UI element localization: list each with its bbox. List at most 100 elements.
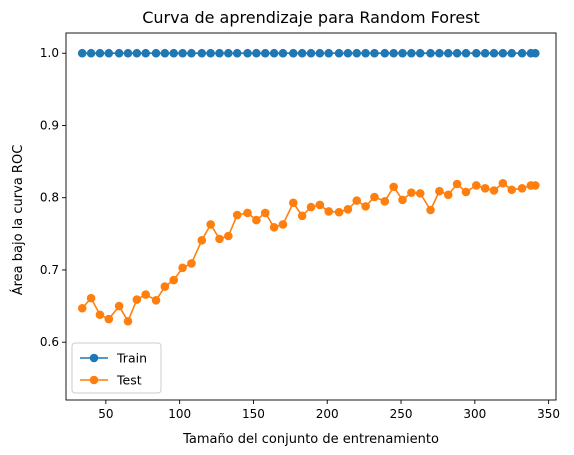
data-point-train bbox=[352, 48, 362, 58]
data-point-train bbox=[507, 48, 517, 58]
data-point-test bbox=[498, 178, 508, 188]
data-point-train bbox=[160, 48, 170, 58]
legend-label-train: Train bbox=[116, 351, 147, 366]
data-point-train bbox=[472, 48, 481, 58]
data-point-train bbox=[370, 48, 379, 58]
data-point-train bbox=[315, 48, 325, 58]
data-point-test bbox=[435, 186, 444, 196]
data-point-train bbox=[435, 48, 444, 58]
data-point-test bbox=[443, 190, 453, 200]
data-point-train bbox=[141, 48, 150, 58]
x-tick-label: 300 bbox=[463, 407, 486, 421]
legend-marker-test bbox=[89, 375, 99, 385]
data-point-test bbox=[517, 184, 527, 193]
data-point-train bbox=[415, 48, 425, 58]
y-tick-label: 0.8 bbox=[40, 191, 59, 205]
data-point-test bbox=[243, 208, 252, 218]
data-point-train bbox=[407, 48, 416, 58]
data-point-train bbox=[252, 48, 261, 58]
data-point-train bbox=[86, 48, 96, 58]
data-point-train bbox=[197, 48, 207, 58]
data-point-train bbox=[489, 48, 499, 58]
data-point-test bbox=[260, 208, 270, 218]
x-tick-label: 350 bbox=[537, 407, 560, 421]
data-point-train bbox=[215, 48, 224, 58]
data-point-test bbox=[370, 192, 379, 202]
chart-title: Curva de aprendizaje para Random Forest bbox=[142, 8, 480, 27]
data-point-test bbox=[472, 181, 481, 190]
data-point-train bbox=[398, 48, 407, 58]
data-point-test bbox=[426, 205, 435, 215]
plot-frame bbox=[65, 32, 557, 401]
data-point-train bbox=[132, 48, 142, 58]
data-point-train bbox=[334, 48, 344, 58]
data-point-test bbox=[415, 189, 425, 198]
data-point-test bbox=[352, 196, 362, 205]
data-point-train bbox=[498, 48, 508, 58]
y-tick-label: 0.6 bbox=[40, 335, 59, 349]
data-point-test bbox=[343, 204, 353, 214]
data-point-test bbox=[141, 290, 150, 299]
data-point-test bbox=[95, 310, 105, 320]
x-tick-label: 150 bbox=[242, 407, 265, 421]
data-point-train bbox=[306, 48, 316, 58]
data-point-train bbox=[517, 48, 527, 58]
data-point-train bbox=[77, 48, 87, 58]
data-point-test bbox=[315, 200, 325, 210]
y-tick-label: 0.7 bbox=[40, 263, 59, 277]
legend-marker-train bbox=[89, 353, 99, 363]
x-tick-label: 200 bbox=[316, 407, 339, 421]
y-tick-label: 1.0 bbox=[40, 46, 59, 60]
data-point-train bbox=[426, 48, 435, 58]
data-point-test bbox=[480, 184, 490, 193]
data-point-test bbox=[104, 314, 114, 324]
data-point-test bbox=[77, 303, 87, 313]
data-point-test bbox=[324, 207, 334, 216]
data-point-test bbox=[169, 275, 179, 285]
data-point-test bbox=[206, 220, 215, 229]
data-point-test bbox=[132, 295, 142, 304]
data-point-train bbox=[151, 48, 161, 58]
data-point-test bbox=[461, 187, 471, 197]
data-point-test bbox=[232, 210, 242, 220]
data-point-test bbox=[151, 296, 161, 305]
data-point-test bbox=[306, 202, 316, 212]
data-point-train bbox=[443, 48, 453, 58]
data-point-test bbox=[160, 282, 170, 291]
data-point-train bbox=[95, 48, 105, 58]
data-point-train bbox=[452, 48, 462, 58]
data-point-train bbox=[531, 48, 540, 58]
data-point-train bbox=[343, 48, 353, 58]
data-point-test bbox=[252, 215, 261, 225]
data-point-train bbox=[361, 48, 370, 58]
data-point-test bbox=[278, 220, 288, 229]
data-point-train bbox=[224, 48, 233, 58]
data-point-test bbox=[398, 195, 407, 205]
data-point-test bbox=[224, 231, 233, 241]
data-point-train bbox=[461, 48, 471, 58]
data-point-test bbox=[187, 259, 196, 268]
data-point-train bbox=[389, 48, 398, 58]
data-point-test bbox=[389, 182, 398, 192]
data-point-test bbox=[531, 181, 540, 190]
legend: Train Test bbox=[71, 342, 162, 394]
data-point-train bbox=[269, 48, 279, 58]
data-point-test bbox=[407, 188, 416, 197]
data-point-test bbox=[269, 223, 279, 232]
data-point-train bbox=[278, 48, 288, 58]
x-axis-label: Tamaño del conjunto de entrenamiento bbox=[182, 432, 439, 447]
data-point-test bbox=[114, 301, 124, 311]
data-point-test bbox=[380, 197, 390, 206]
data-point-test bbox=[178, 263, 187, 273]
legend-label-test: Test bbox=[116, 373, 142, 388]
data-point-test bbox=[452, 179, 462, 189]
data-point-train bbox=[260, 48, 270, 58]
x-tick-label: 100 bbox=[168, 407, 191, 421]
data-point-train bbox=[178, 48, 187, 58]
data-point-test bbox=[361, 202, 370, 211]
data-point-test bbox=[297, 211, 307, 221]
data-point-train bbox=[243, 48, 252, 58]
plot-area: 50 100 150 200 250 300 350 0.6 0.7 0.8 0.9 1.0 bbox=[40, 32, 560, 421]
data-point-train bbox=[288, 48, 298, 58]
